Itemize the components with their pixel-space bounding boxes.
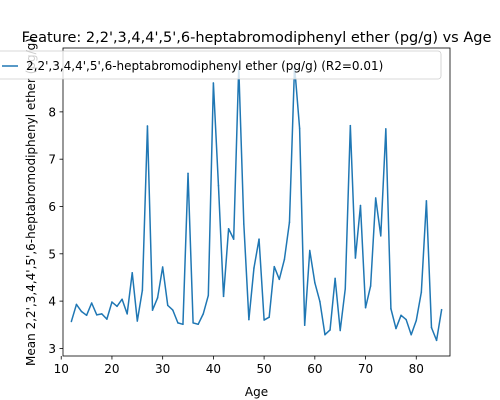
- data-point: [319, 300, 321, 303]
- x-tick-label: 50: [256, 362, 271, 376]
- data-point: [70, 320, 73, 323]
- data-point: [101, 313, 103, 315]
- data-point: [374, 197, 377, 199]
- legend-box: [0, 50, 442, 80]
- data-point: [258, 238, 260, 240]
- legend-label: 2,2',3,4,4',5',6-heptabromodiphenyl ethe…: [26, 59, 383, 73]
- data-point: [440, 308, 443, 311]
- data-point: [90, 302, 93, 304]
- data-point: [116, 305, 118, 308]
- plot-area: [63, 48, 450, 356]
- data-point: [156, 297, 159, 299]
- data-point: [435, 339, 438, 342]
- data-point: [85, 314, 88, 317]
- y-axis-label: Mean 2,2',3,4,4',5',6-heptabromodiphenyl…: [24, 38, 38, 366]
- chart-title: Feature: 2,2',3,4,4',5',6-heptabromodiph…: [22, 30, 492, 46]
- data-point: [278, 278, 281, 281]
- data-point: [248, 318, 250, 321]
- data-point: [212, 82, 215, 84]
- y-tick-label: 6: [48, 200, 56, 214]
- data-point: [395, 327, 397, 330]
- data-point: [80, 310, 83, 313]
- data-point: [263, 319, 265, 321]
- x-axis-ticks: 10 20 30 40 50 60 70 80: [54, 356, 424, 376]
- data-point: [243, 223, 245, 225]
- data-point: [207, 294, 210, 297]
- data-point: [151, 309, 154, 311]
- data-point: [288, 221, 291, 223]
- y-tick-label: 8: [48, 105, 56, 119]
- data-point: [329, 329, 331, 331]
- data-point: [410, 333, 412, 336]
- data-point: [75, 303, 78, 306]
- data-point: [298, 127, 301, 130]
- y-tick-label: 5: [48, 247, 56, 261]
- data-point: [268, 316, 270, 318]
- data-point: [131, 271, 133, 274]
- data-point: [405, 318, 407, 321]
- x-axis-label: Age: [245, 385, 268, 399]
- x-tick-label: 20: [104, 362, 119, 376]
- data-point: [227, 227, 230, 230]
- data-point: [182, 323, 184, 326]
- data-point: [309, 249, 311, 252]
- data-point: [400, 314, 402, 317]
- data-point: [192, 322, 194, 324]
- data-point: [141, 289, 144, 291]
- data-point: [380, 235, 382, 237]
- x-tick-label: 80: [409, 362, 424, 376]
- x-tick-label: 10: [54, 362, 69, 376]
- plot-frame: [62, 47, 451, 357]
- data-point: [121, 298, 123, 300]
- data-point: [415, 319, 418, 322]
- data-point: [172, 309, 174, 311]
- data-point: [232, 238, 235, 240]
- data-point: [95, 314, 98, 316]
- y-tick-label: 4: [48, 295, 56, 309]
- data-point: [197, 323, 199, 326]
- data-points: [70, 65, 443, 342]
- data-point: [334, 277, 336, 280]
- data-point: [344, 288, 347, 290]
- data-point: [136, 320, 139, 322]
- data-point: [359, 204, 362, 207]
- x-tick-label: 60: [307, 362, 322, 376]
- data-point: [126, 313, 128, 315]
- data-point: [314, 281, 316, 284]
- data-point: [430, 326, 433, 329]
- data-point: [283, 258, 286, 261]
- data-point: [217, 184, 220, 187]
- data-point: [273, 265, 275, 268]
- x-tick-label: 40: [206, 362, 221, 376]
- data-point: [146, 125, 149, 127]
- data-point: [425, 200, 428, 202]
- data-point: [349, 124, 352, 127]
- data-point: [420, 291, 423, 293]
- data-point: [324, 333, 326, 336]
- data-point: [354, 257, 357, 259]
- data-point: [303, 324, 306, 326]
- x-tick-label: 30: [155, 362, 170, 376]
- y-axis-ticks: 3 4 5 6 7 8: [48, 105, 63, 356]
- data-point: [222, 295, 225, 298]
- y-tick-label: 3: [48, 342, 56, 356]
- data-point: [253, 267, 255, 269]
- series-line: [70, 65, 443, 342]
- x-tick-label: 70: [358, 362, 373, 376]
- y-tick-label: 7: [48, 153, 56, 167]
- data-point: [106, 318, 108, 320]
- data-point: [385, 128, 387, 130]
- data-point: [390, 307, 392, 310]
- data-point: [369, 285, 372, 287]
- data-point: [364, 306, 367, 309]
- data-point: [339, 329, 341, 332]
- data-point: [166, 304, 169, 307]
- data-point: [187, 172, 189, 175]
- data-point: [111, 301, 113, 303]
- data-point: [161, 266, 164, 268]
- data-point: [202, 313, 204, 315]
- legend: 2,2',3,4,4',5',6-heptabromodiphenyl ethe…: [0, 50, 442, 80]
- data-point: [177, 322, 179, 324]
